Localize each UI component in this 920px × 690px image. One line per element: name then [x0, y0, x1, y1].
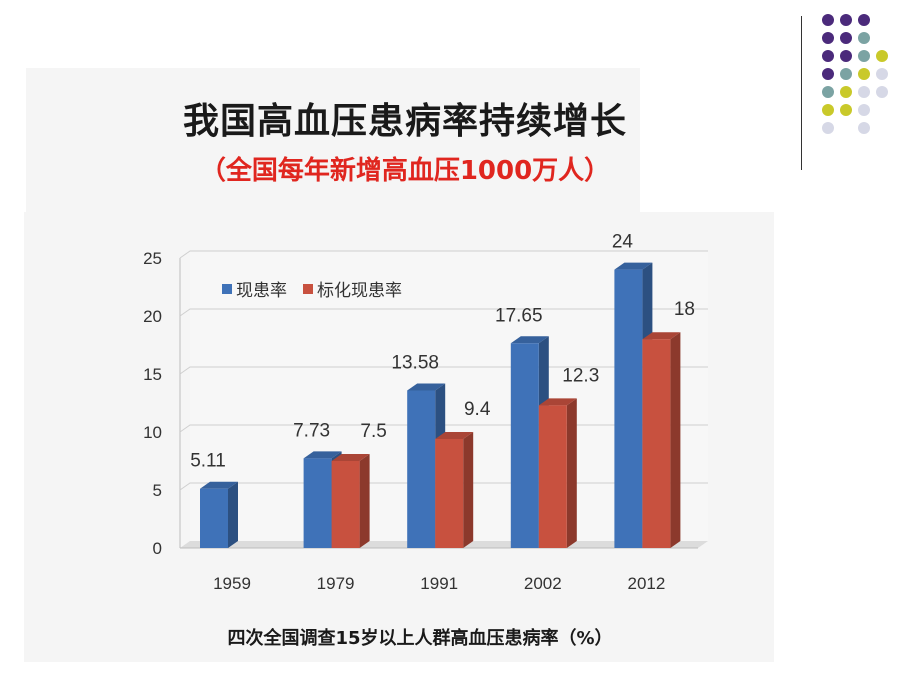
- x-tick-label: 1979: [317, 574, 355, 593]
- decorative-dot: [858, 50, 870, 62]
- bar-top: [435, 431, 474, 439]
- legend-label: 标化现患率: [317, 281, 402, 301]
- decorative-dot: [840, 68, 852, 80]
- decorative-dot: [840, 14, 852, 26]
- bar: [538, 405, 567, 548]
- bar-data-label: 7.5: [360, 421, 386, 442]
- page-title: 我国高血压患病率持续增长: [182, 101, 627, 142]
- y-gridline: [179, 308, 708, 317]
- decorative-dot: [858, 122, 870, 134]
- bar: [200, 488, 228, 548]
- bar: [642, 339, 671, 548]
- legend-swatch: [222, 284, 232, 294]
- x-tick-label: 2012: [627, 574, 665, 593]
- bar: [614, 269, 643, 548]
- x-tick-label: 2002: [524, 574, 562, 593]
- bar-side: [463, 431, 474, 548]
- bar-top: [614, 262, 653, 270]
- bar-side: [566, 398, 577, 548]
- y-tick-label: 0: [153, 539, 162, 558]
- x-tick-label: 1959: [213, 574, 251, 593]
- decorative-dot: [858, 86, 870, 98]
- y-tick-label: 10: [143, 423, 162, 442]
- x-tick-label: 1991: [420, 574, 458, 593]
- decorative-divider: [801, 16, 802, 170]
- chart-caption: 四次全国调查15岁以上人群高血压患病率（%）: [227, 628, 613, 649]
- decorative-dot: [822, 50, 834, 62]
- decorative-dot: [822, 104, 834, 116]
- bar: [435, 438, 464, 548]
- decorative-dot: [822, 32, 834, 44]
- decorative-dot: [858, 14, 870, 26]
- bar-data-label: 24: [612, 232, 634, 253]
- decorative-dot: [822, 122, 834, 134]
- decorative-dot: [822, 68, 834, 80]
- bar-side: [359, 454, 370, 548]
- decorative-dot: [858, 68, 870, 80]
- bar-side: [670, 332, 681, 548]
- y-gridline: [179, 250, 708, 259]
- y-tick-label: 5: [153, 481, 162, 500]
- legend-swatch: [303, 284, 313, 294]
- bar: [510, 343, 539, 548]
- decorative-dot: [840, 86, 852, 98]
- decorative-dot: [858, 104, 870, 116]
- decorative-dot: [876, 50, 888, 62]
- bar: [407, 390, 436, 548]
- decorative-dot-grid: [822, 14, 888, 134]
- bar-data-label: 17.65: [495, 305, 543, 326]
- y-tick-label: 20: [143, 307, 162, 326]
- y-tick-label: 15: [143, 365, 162, 384]
- decorative-dot: [840, 32, 852, 44]
- decorative-dot: [822, 86, 834, 98]
- decorative-dot: [858, 32, 870, 44]
- bar-top: [642, 332, 681, 340]
- decorative-dot: [876, 86, 888, 98]
- legend-label: 现患率: [236, 281, 287, 301]
- bar-top: [538, 398, 577, 406]
- bar-data-label: 13.58: [391, 352, 439, 373]
- bar: [331, 461, 360, 548]
- decorative-dot: [840, 104, 852, 116]
- bar-data-label: 9.4: [464, 399, 491, 420]
- decorative-dot: [822, 14, 834, 26]
- bar-top: [200, 481, 238, 489]
- bar-data-label: 12.3: [562, 365, 599, 386]
- bar-data-label: 5.11: [190, 451, 226, 472]
- decorative-dot: [876, 68, 888, 80]
- bar-side: [228, 481, 238, 548]
- decorative-dot: [840, 50, 852, 62]
- bar-data-label: 7.73: [293, 420, 330, 441]
- bar-top: [303, 451, 342, 459]
- bar-top: [407, 383, 446, 391]
- bar-data-label: 18: [674, 299, 695, 320]
- title-panel: [26, 68, 640, 218]
- bar-top: [331, 454, 370, 461]
- page-subtitle: （全国每年新增高血压1000万人）: [199, 156, 611, 186]
- bar-top: [510, 336, 549, 344]
- bar: [303, 458, 332, 548]
- y-tick-label: 25: [143, 249, 162, 268]
